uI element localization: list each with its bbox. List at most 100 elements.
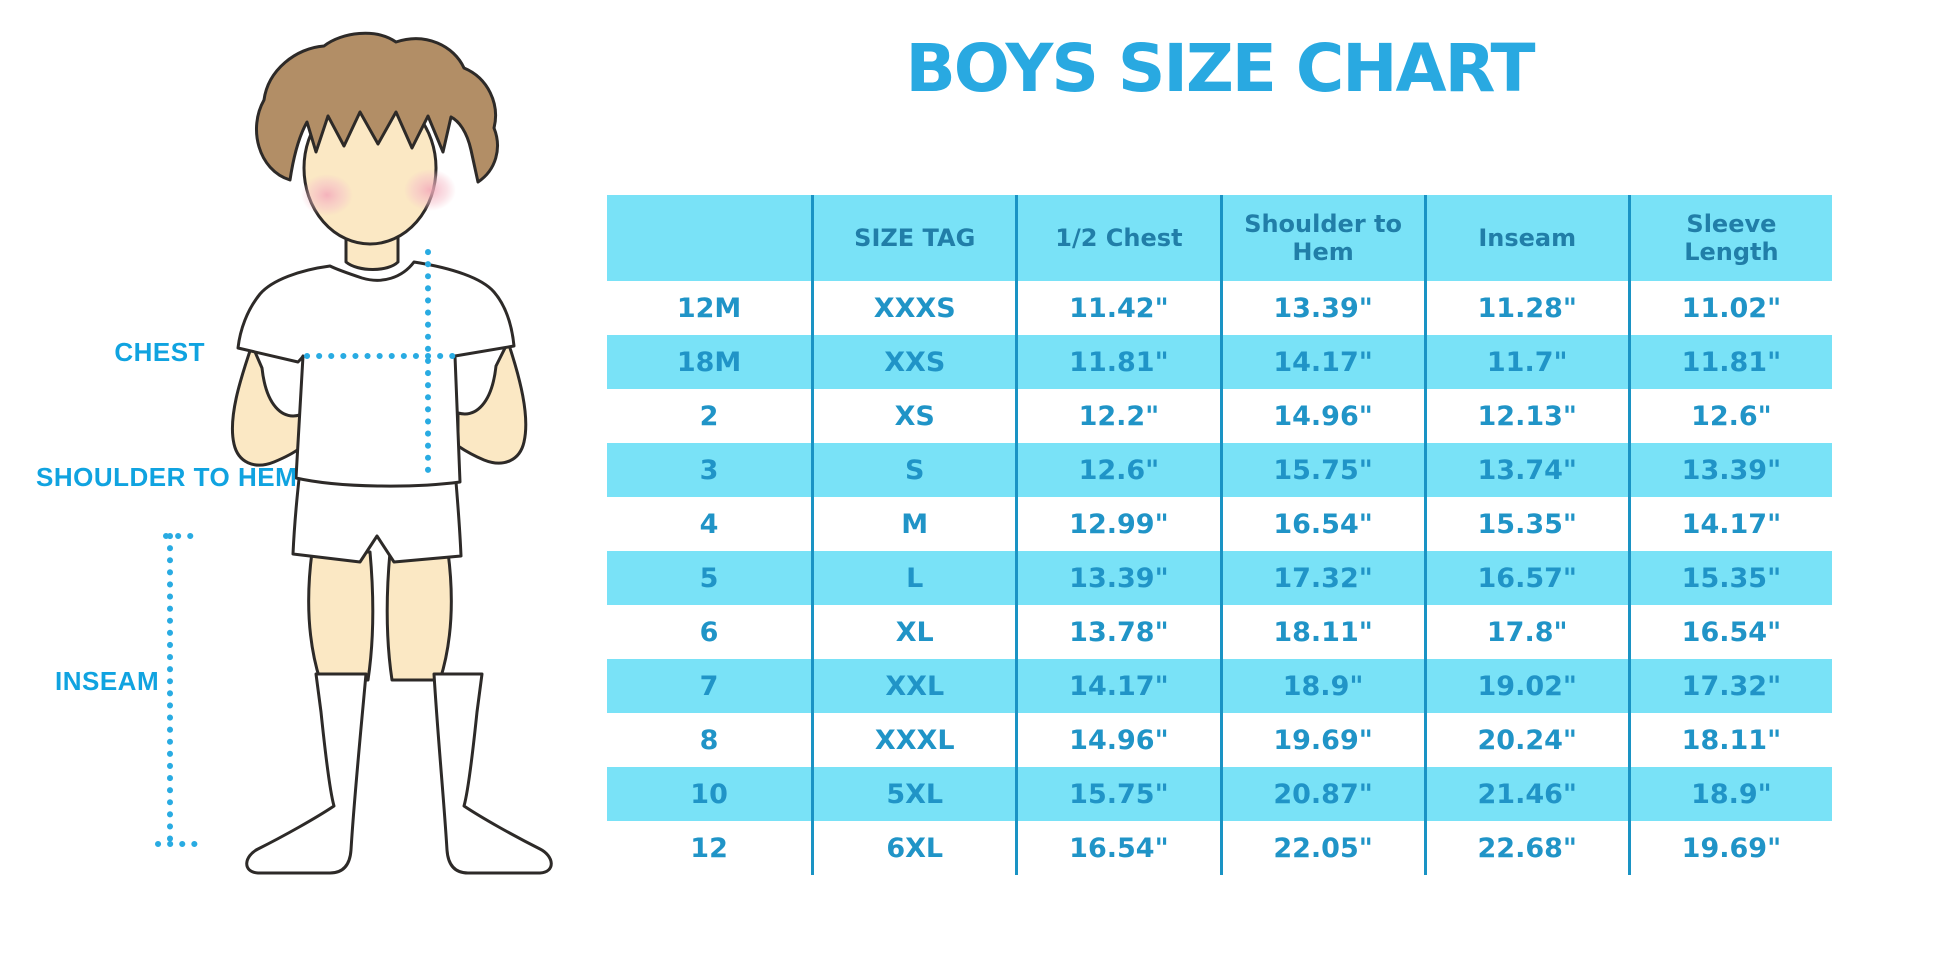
- inseam-cell: 13.74": [1423, 443, 1628, 497]
- sleeve-length-cell: 11.02": [1627, 281, 1832, 335]
- table-row: 6 XL 13.78" 18.11" 17.8" 16.54": [607, 605, 1832, 659]
- page-title: BOYS SIZE CHART: [905, 30, 1535, 107]
- size-tag-cell: XXS: [811, 335, 1015, 389]
- half-chest-cell: 13.78": [1015, 605, 1219, 659]
- size-tag-cell: XS: [811, 389, 1015, 443]
- shoulder-to-hem-cell: 14.96": [1219, 389, 1424, 443]
- column-header-inseam: Inseam: [1423, 195, 1628, 281]
- boy-left-sock: [245, 672, 368, 875]
- half-chest-cell: 12.99": [1015, 497, 1219, 551]
- half-chest-cell: 16.54": [1015, 821, 1219, 875]
- half-chest-cell: 11.42": [1015, 281, 1219, 335]
- size-tag-cell: 5XL: [811, 767, 1015, 821]
- boy-right-leg: [385, 550, 453, 682]
- sleeve-length-cell: 18.9": [1627, 767, 1832, 821]
- size-cell: 12M: [676, 292, 742, 324]
- boy-right-arm: [456, 340, 528, 465]
- boy-tshirt: [236, 260, 516, 488]
- inseam-cell: 16.57": [1423, 551, 1628, 605]
- shoulder-to-hem-cell: 19.69": [1219, 713, 1424, 767]
- table-body: 12M XXXS 11.42" 13.39" 11.28" 11.02" 18M XXS 11.…: [607, 281, 1832, 875]
- column-header-size: [607, 195, 811, 281]
- table-row: 12M XXXS 11.42" 13.39" 11.28" 11.02": [607, 281, 1832, 335]
- size-cell: 3: [699, 454, 719, 486]
- column-header-shoulder-to-hem: Shoulder to Hem: [1219, 195, 1424, 281]
- size-tag-cell: M: [811, 497, 1015, 551]
- shoulder-to-hem-cell: 16.54": [1219, 497, 1424, 551]
- size-cell: 5: [699, 562, 719, 594]
- table-row: 2 XS 12.2" 14.96" 12.13" 12.6": [607, 389, 1832, 443]
- size-tag-cell: 6XL: [811, 821, 1015, 875]
- size-tag-cell: S: [811, 443, 1015, 497]
- boy-left-blush: [301, 174, 353, 216]
- half-chest-cell: 12.6": [1015, 443, 1219, 497]
- size-cell: 12: [690, 832, 728, 864]
- size-cell: 8: [699, 724, 719, 756]
- inseam-label: INSEAM: [55, 666, 160, 696]
- shoulder-to-hem-cell: 20.87": [1219, 767, 1424, 821]
- size-cell: 7: [699, 670, 719, 702]
- boy-right-sock: [432, 672, 553, 875]
- table-row: 12 6XL 16.54" 22.05" 22.68" 19.69": [607, 821, 1832, 875]
- size-tag-cell: XXL: [811, 659, 1015, 713]
- inseam-cell: 19.02": [1423, 659, 1628, 713]
- boy-hair: [255, 31, 499, 184]
- shoulder-to-hem-label: SHOULDER TO HEM: [36, 462, 298, 492]
- table-row: 8 XXXL 14.96" 19.69" 20.24" 18.11": [607, 713, 1832, 767]
- sleeve-length-cell: 17.32": [1627, 659, 1832, 713]
- size-tag-cell: XXXL: [811, 713, 1015, 767]
- sleeve-length-cell: 19.69": [1627, 821, 1832, 875]
- inseam-cell: 11.28": [1423, 281, 1628, 335]
- inseam-cell: 21.46": [1423, 767, 1628, 821]
- column-header-sleeve-length: Sleeve Length: [1627, 195, 1832, 281]
- half-chest-cell: 15.75": [1015, 767, 1219, 821]
- sleeve-length-cell: 15.35": [1627, 551, 1832, 605]
- size-tag-cell: XXXS: [811, 281, 1015, 335]
- size-tag-cell: XL: [811, 605, 1015, 659]
- boy-shorts: [291, 468, 463, 564]
- inseam-cell: 22.68": [1423, 821, 1628, 875]
- shoulder-to-hem-cell: 17.32": [1219, 551, 1424, 605]
- shoulder-to-hem-cell: 18.9": [1219, 659, 1424, 713]
- sleeve-length-cell: 14.17": [1627, 497, 1832, 551]
- size-cell: 6: [699, 616, 719, 648]
- table-row: 7 XXL 14.17" 18.9" 19.02" 17.32": [607, 659, 1832, 713]
- size-cell: 4: [699, 508, 719, 540]
- column-header-size-tag: SIZE TAG: [811, 195, 1015, 281]
- sleeve-length-cell: 13.39": [1627, 443, 1832, 497]
- half-chest-cell: 14.96": [1015, 713, 1219, 767]
- half-chest-cell: 11.81": [1015, 335, 1219, 389]
- inseam-cell: 17.8": [1423, 605, 1628, 659]
- chest-label: CHEST: [114, 337, 205, 367]
- inseam-cell: 11.7": [1423, 335, 1628, 389]
- shoulder-to-hem-cell: 14.17": [1219, 335, 1424, 389]
- half-chest-cell: 14.17": [1015, 659, 1219, 713]
- size-cell: 2: [699, 400, 719, 432]
- boy-illustration: [155, 31, 553, 875]
- half-chest-cell: 13.39": [1015, 551, 1219, 605]
- sleeve-length-cell: 11.81": [1627, 335, 1832, 389]
- boy-left-leg: [307, 550, 375, 682]
- table-row: 10 5XL 15.75" 20.87" 21.46" 18.9": [607, 767, 1832, 821]
- boy-left-arm: [230, 343, 302, 467]
- shoulder-to-hem-cell: 13.39": [1219, 281, 1424, 335]
- shoulder-to-hem-cell: 15.75": [1219, 443, 1424, 497]
- sleeve-length-cell: 12.6": [1627, 389, 1832, 443]
- half-chest-cell: 12.2": [1015, 389, 1219, 443]
- sleeve-length-cell: 18.11": [1627, 713, 1832, 767]
- shoulder-to-hem-cell: 22.05": [1219, 821, 1424, 875]
- shoulder-to-hem-cell: 18.11": [1219, 605, 1424, 659]
- table-row: 18M XXS 11.81" 14.17" 11.7" 11.81": [607, 335, 1832, 389]
- table-header-row: SIZE TAG 1/2 Chest Shoulder to Hem Insea…: [607, 195, 1832, 281]
- boy-right-blush: [404, 169, 456, 211]
- sleeve-length-cell: 16.54": [1627, 605, 1832, 659]
- table-row: 4 M 12.99" 16.54" 15.35" 14.17": [607, 497, 1832, 551]
- table-row: 5 L 13.39" 17.32" 16.57" 15.35": [607, 551, 1832, 605]
- size-tag-cell: L: [811, 551, 1015, 605]
- inseam-cell: 15.35": [1423, 497, 1628, 551]
- column-header-half-chest: 1/2 Chest: [1015, 195, 1219, 281]
- size-cell: 18M: [676, 346, 742, 378]
- size-cell: 10: [690, 778, 728, 810]
- size-table: SIZE TAG 1/2 Chest Shoulder to Hem Insea…: [607, 195, 1832, 875]
